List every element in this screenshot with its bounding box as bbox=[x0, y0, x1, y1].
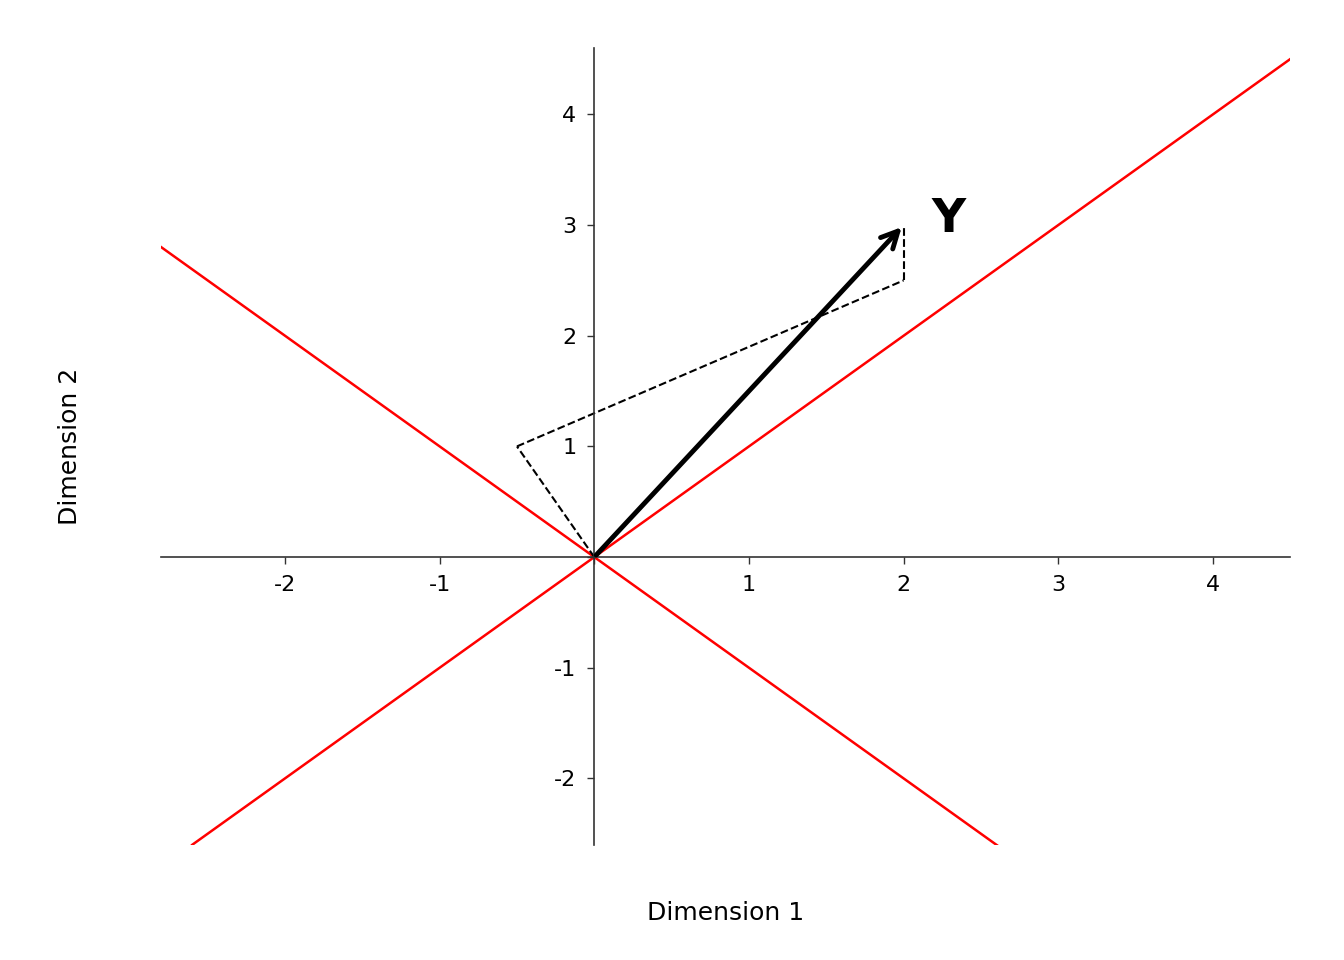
Text: Y: Y bbox=[931, 197, 965, 242]
X-axis label: Dimension 1: Dimension 1 bbox=[648, 900, 804, 924]
Y-axis label: Dimension 2: Dimension 2 bbox=[58, 368, 82, 525]
